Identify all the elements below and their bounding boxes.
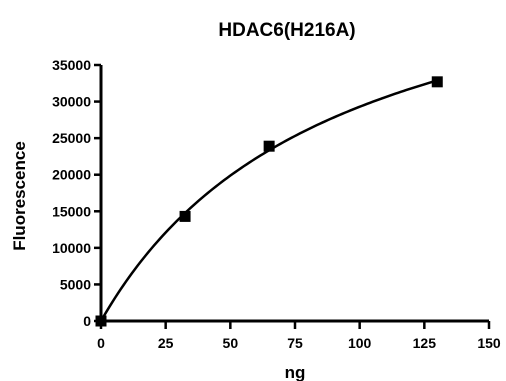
y-tick-label: 5000 xyxy=(60,276,91,292)
y-tick-label: 0 xyxy=(83,313,91,329)
y-tick-label: 20000 xyxy=(52,167,91,183)
fit-curve xyxy=(99,79,438,322)
y-tick-label: 15000 xyxy=(52,203,91,219)
chart-title: HDAC6(H216A) xyxy=(218,20,355,41)
x-tick-label: 100 xyxy=(348,335,372,351)
y-tick-label: 25000 xyxy=(52,130,91,146)
data-point xyxy=(263,140,275,152)
data-points xyxy=(95,76,443,327)
y-tick-label: 30000 xyxy=(52,94,91,110)
data-point xyxy=(431,76,443,88)
x-tick-label: 0 xyxy=(97,335,105,351)
y-tick-label: 35000 xyxy=(52,57,91,73)
y-tick-label: 10000 xyxy=(52,240,91,256)
x-tick-label: 75 xyxy=(287,335,303,351)
y-axis: 0 5000 10000 15000 20000 25000 30000 35000 xyxy=(52,57,103,329)
fit-curve-group xyxy=(99,79,438,322)
data-point xyxy=(95,315,107,327)
x-tick-label: 25 xyxy=(158,335,174,351)
x-axis: 0 25 50 75 100 125 150 xyxy=(97,319,501,351)
x-tick-label: 50 xyxy=(223,335,239,351)
data-point xyxy=(179,210,191,222)
x-tick-label: 125 xyxy=(413,335,437,351)
x-axis-label: ng xyxy=(285,363,306,381)
x-tick-label: 150 xyxy=(477,335,501,351)
y-axis-label: Fluorescence xyxy=(10,141,29,251)
